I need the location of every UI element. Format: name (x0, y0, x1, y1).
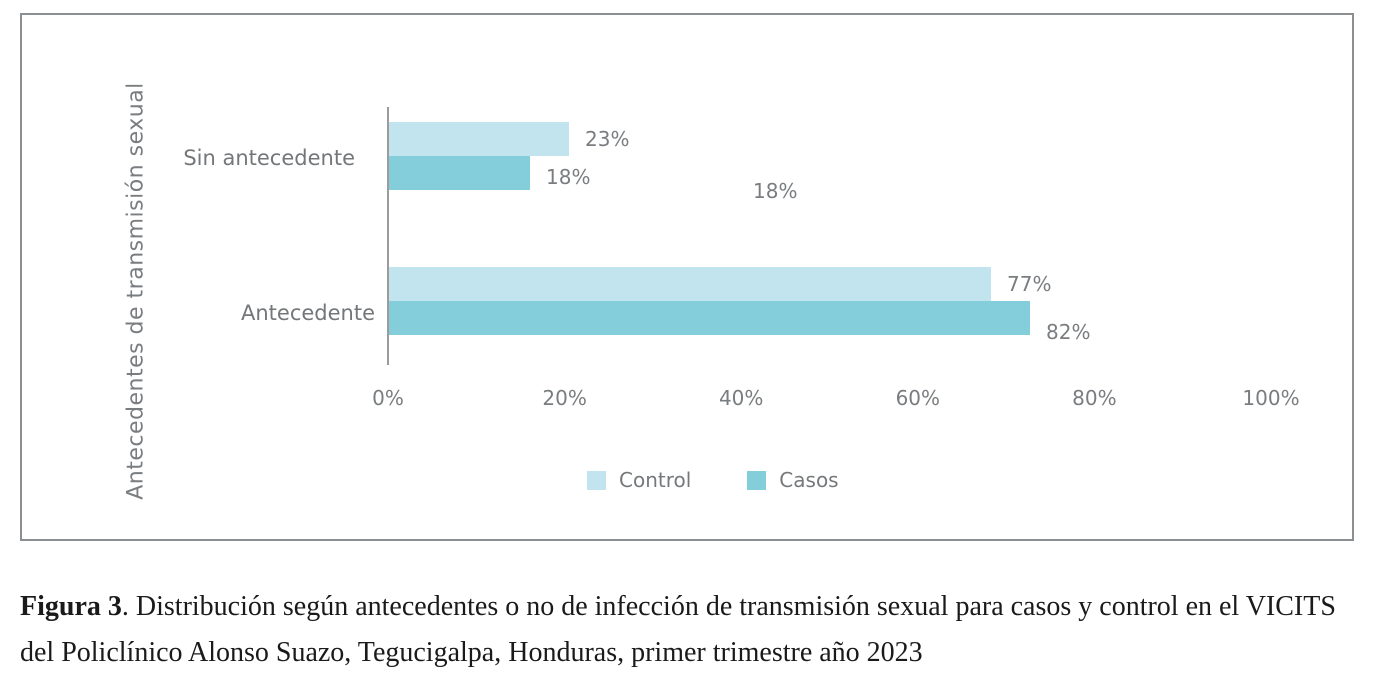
legend-item-casos: Casos (747, 468, 839, 492)
x-tick-80pct: 80% (1072, 386, 1117, 410)
value-label-control-0: 23% (585, 127, 630, 151)
x-tick-0pct: 0% (372, 386, 404, 410)
x-tick-60pct: 60% (895, 386, 941, 410)
bar-casos-0 (389, 156, 530, 190)
figure-caption: Figura 3. Distribución según antecedente… (20, 584, 1372, 676)
y-axis-line (387, 107, 389, 365)
bar-control-1 (389, 267, 991, 301)
x-tick-100pct: 100% (1242, 386, 1300, 410)
legend: Control Casos (587, 468, 839, 492)
stray-value-label: 18% (753, 179, 798, 203)
caption-figure-label: Figura 3 (20, 591, 122, 622)
bar-control-0 (389, 122, 569, 156)
legend-item-control: Control (587, 468, 691, 492)
plot-area: 18% 23% 18% 77% 82% 0% 20% 40% 60% 80% 100% (372, 107, 1300, 410)
legend-label-casos: Casos (779, 468, 839, 492)
y-axis-title: Antecedentes de transmisión sexual (123, 82, 149, 500)
value-label-control-1: 77% (1007, 272, 1052, 296)
value-label-casos-0: 18% (546, 165, 591, 189)
bar-casos-1 (389, 301, 1030, 335)
category-label-sin-antecedente: Sin antecedente (183, 146, 355, 170)
x-tick-40pct: 40% (718, 386, 764, 410)
x-tick-20pct: 20% (542, 386, 587, 410)
legend-swatch-control (587, 470, 606, 490)
legend-label-control: Control (619, 468, 692, 492)
category-label-antecedente: Antecedente (240, 301, 375, 325)
caption-text: . Distribución según antecedentes o no d… (20, 591, 1336, 668)
value-label-casos-1: 82% (1046, 320, 1091, 344)
legend-swatch-casos (747, 470, 767, 490)
